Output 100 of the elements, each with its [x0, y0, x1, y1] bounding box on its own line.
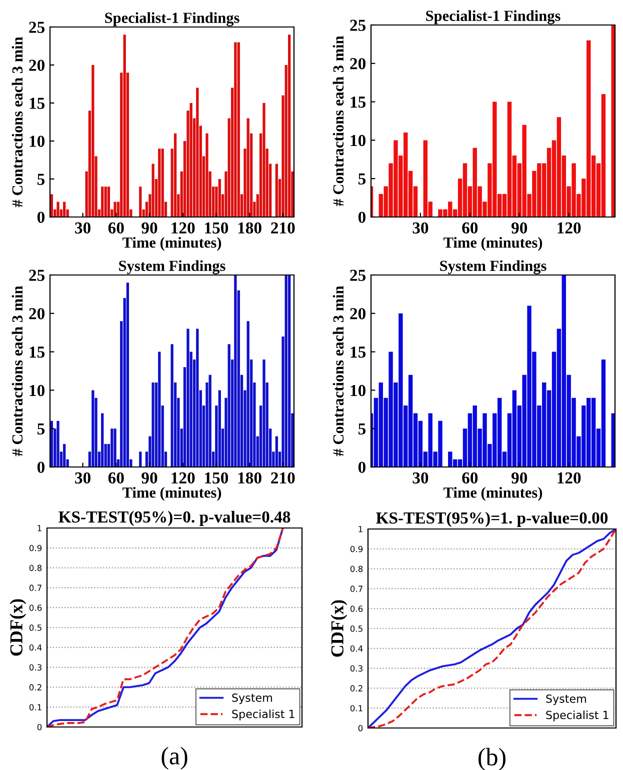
- bar: [158, 148, 161, 217]
- bar: [92, 65, 94, 217]
- bar: [56, 420, 60, 467]
- y-tick-label: 15: [350, 96, 366, 108]
- bar: [158, 352, 161, 467]
- y-tick-label: 0.8: [350, 566, 363, 572]
- y-tick-label: 1: [38, 525, 42, 532]
- y-tick-label: 0: [37, 724, 42, 730]
- y-tick-label: 0.4: [350, 645, 363, 652]
- chart-title: System Findings: [440, 260, 546, 274]
- bar: [139, 186, 142, 217]
- bar: [190, 103, 192, 217]
- x-tick-label: 60: [108, 222, 124, 234]
- x-tick-label: 90: [512, 472, 528, 484]
- x-tick-label: 120: [558, 472, 581, 484]
- y-tick-label: 0.7: [29, 584, 42, 591]
- x-tick-label: 30: [75, 472, 90, 484]
- y-tick-label: 15: [30, 346, 45, 358]
- x-tick-label: 90: [512, 222, 528, 234]
- y-axis-title: # Contractions each 3 min: [332, 286, 344, 456]
- bar: [228, 344, 230, 467]
- y-tick-label: 0.4: [29, 644, 42, 651]
- bar: [288, 275, 291, 467]
- y-tick-label: 0.2: [29, 684, 42, 690]
- y-tick-label: 0.5: [29, 624, 42, 631]
- bar: [218, 179, 221, 217]
- bar: [107, 186, 110, 217]
- bar: [275, 164, 278, 217]
- y-tick-label: 0.2: [350, 685, 362, 692]
- y-tick-label: 0.6: [29, 604, 42, 611]
- bar: [101, 186, 104, 217]
- bar: [196, 88, 199, 217]
- chart-title: System Findings: [119, 260, 226, 274]
- y-tick-label: 25: [350, 270, 366, 281]
- bar: [170, 344, 174, 467]
- x-tick-label: 90: [142, 472, 158, 484]
- y-tick-label: 10: [30, 136, 45, 147]
- bar: [152, 382, 154, 467]
- bar: [186, 328, 190, 467]
- bar: [218, 390, 221, 467]
- y-tick-label: 25: [29, 270, 45, 281]
- x-tick-label: 180: [238, 472, 262, 484]
- y-tick-label: 0: [358, 462, 366, 473]
- bar: [139, 452, 142, 467]
- bar: [101, 413, 104, 467]
- y-tick-label: 0.3: [350, 665, 362, 672]
- x-axis-title: Time (minutes): [444, 486, 542, 501]
- bar: [208, 374, 212, 467]
- x-tick-label: 30: [412, 222, 428, 234]
- bar: [123, 34, 126, 217]
- y-axis-title: CDF(x): [10, 599, 26, 656]
- y-tick-label: 20: [29, 60, 45, 71]
- x-tick-label: 120: [558, 222, 581, 234]
- bar: [611, 413, 615, 467]
- y-tick-label: 0.1: [29, 704, 42, 710]
- bar: [50, 420, 53, 467]
- y-axis-title: # Contractions each 3 min: [12, 36, 23, 208]
- bar: [114, 202, 116, 217]
- y-tick-label: 0.3: [29, 664, 42, 671]
- y-tick-label: 5: [37, 423, 45, 435]
- x-axis-title: Time (minutes): [444, 236, 542, 251]
- y-tick-label: 10: [350, 384, 366, 396]
- y-tick-label: 10: [350, 134, 366, 146]
- bar: [114, 428, 116, 467]
- chart-title: Specialist-1 Findings: [105, 12, 240, 26]
- bar: [161, 148, 164, 217]
- x-axis-title: Time (minutes): [122, 486, 222, 501]
- x-tick-label: 30: [412, 472, 428, 484]
- x-tick-label: 30: [75, 222, 90, 234]
- x-tick-label: 60: [108, 472, 124, 484]
- x-tick-label: 90: [142, 222, 158, 234]
- y-axis-title: CDF(x): [330, 600, 348, 657]
- legend-label: System: [232, 693, 272, 704]
- y-tick-label: 25: [29, 22, 45, 33]
- y-tick-label: 0: [358, 212, 366, 223]
- y-tick-label: 0: [37, 212, 45, 223]
- y-tick-label: 5: [358, 173, 366, 185]
- y-tick-label: 0: [358, 724, 363, 732]
- y-tick-label: 0.7: [350, 586, 362, 592]
- bar: [284, 275, 288, 467]
- y-tick-label: 0.1: [350, 705, 362, 712]
- legend-label: System: [546, 694, 586, 706]
- chart-title: KS-TEST(95%)=0. p-value=0.48: [58, 510, 290, 526]
- chart-title: KS-TEST(95%)=1. p-value=0.00: [376, 512, 608, 527]
- legend-label: Specialist 1: [232, 710, 294, 720]
- x-tick-label: 150: [205, 222, 228, 234]
- bar: [262, 359, 266, 467]
- bar: [246, 321, 250, 467]
- y-tick-label: 20: [350, 308, 366, 320]
- y-tick-label: 5: [358, 423, 366, 435]
- x-tick-label: 60: [462, 222, 478, 234]
- y-tick-label: 0.8: [29, 564, 42, 572]
- bar: [234, 42, 237, 217]
- x-tick-label: 180: [238, 222, 262, 234]
- bar: [152, 164, 154, 217]
- bar: [234, 275, 237, 467]
- y-tick-label: 25: [350, 20, 366, 31]
- bar: [206, 133, 208, 217]
- y-tick-label: 20: [350, 58, 366, 70]
- y-axis-title: # Contractions each 3 min: [332, 36, 344, 206]
